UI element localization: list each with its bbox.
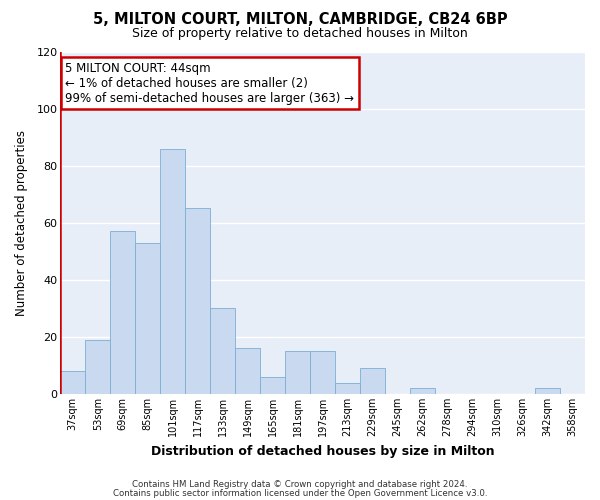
- Bar: [335, 382, 360, 394]
- Bar: [85, 340, 110, 394]
- Text: 5 MILTON COURT: 44sqm
← 1% of detached houses are smaller (2)
99% of semi-detach: 5 MILTON COURT: 44sqm ← 1% of detached h…: [65, 62, 355, 105]
- Text: 5, MILTON COURT, MILTON, CAMBRIDGE, CB24 6BP: 5, MILTON COURT, MILTON, CAMBRIDGE, CB24…: [92, 12, 508, 28]
- Bar: [260, 377, 285, 394]
- Bar: [410, 388, 435, 394]
- Text: Contains HM Land Registry data © Crown copyright and database right 2024.: Contains HM Land Registry data © Crown c…: [132, 480, 468, 489]
- Bar: [235, 348, 260, 394]
- Bar: [160, 148, 185, 394]
- Bar: [210, 308, 235, 394]
- X-axis label: Distribution of detached houses by size in Milton: Distribution of detached houses by size …: [151, 444, 494, 458]
- Bar: [535, 388, 560, 394]
- Bar: [360, 368, 385, 394]
- Bar: [185, 208, 210, 394]
- Bar: [285, 351, 310, 394]
- Text: Contains public sector information licensed under the Open Government Licence v3: Contains public sector information licen…: [113, 488, 487, 498]
- Bar: [135, 242, 160, 394]
- Y-axis label: Number of detached properties: Number of detached properties: [15, 130, 28, 316]
- Bar: [310, 351, 335, 394]
- Text: Size of property relative to detached houses in Milton: Size of property relative to detached ho…: [132, 28, 468, 40]
- Bar: [110, 232, 135, 394]
- Bar: [60, 371, 85, 394]
